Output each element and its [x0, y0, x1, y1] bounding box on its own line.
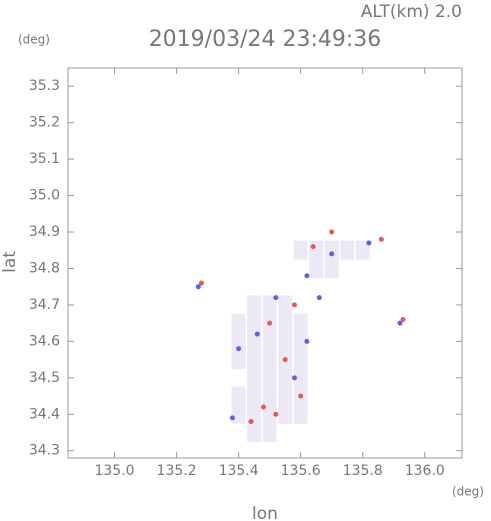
plot-frame [67, 67, 463, 459]
radar-cell [278, 331, 293, 351]
radar-cell [355, 240, 370, 260]
radar-point [366, 240, 372, 246]
radar-point [229, 415, 235, 421]
radar-point [329, 229, 335, 235]
radar-point [282, 357, 288, 363]
x-tick-label: 135.6 [281, 463, 321, 479]
radar-cell [262, 295, 277, 315]
radar-cell [262, 368, 277, 388]
x-tick-label: 135.2 [157, 463, 197, 479]
y-tick-label: 34.9 [29, 224, 60, 240]
y-tick-label: 34.7 [29, 297, 60, 313]
radar-point [198, 280, 204, 286]
radar-point [291, 375, 297, 381]
x-axis-label: lon [252, 504, 278, 521]
radar-cell [278, 295, 293, 315]
radar-cell [247, 404, 262, 424]
radar-point [267, 320, 273, 326]
y-tick-label: 34.4 [29, 406, 60, 422]
radar-cell [231, 404, 246, 424]
radar-point [248, 419, 254, 425]
radar-cell [262, 422, 277, 442]
radar-cell [231, 313, 246, 333]
y-tick-label: 35.2 [29, 115, 60, 131]
radar-point [254, 331, 260, 337]
x-tick-label: 135.0 [94, 463, 134, 479]
radar-cell [293, 404, 308, 424]
radar-point [260, 404, 266, 410]
radar-cell [247, 295, 262, 315]
radar-cell [340, 240, 355, 260]
radar-cell [278, 386, 293, 406]
radar-cell [293, 331, 308, 351]
radar-point [397, 320, 403, 326]
y-tick-label: 35.3 [29, 78, 60, 94]
radar-cell [278, 368, 293, 388]
radar-cell [262, 404, 277, 424]
radar-cell [231, 331, 246, 351]
x-tick-label: 136.0 [405, 463, 445, 479]
radar-cell [231, 386, 246, 406]
x-tick-label: 135.8 [343, 463, 383, 479]
radar-cell [309, 240, 324, 260]
radar-point [291, 302, 297, 308]
radar-cell [247, 313, 262, 333]
radar-cell [262, 350, 277, 370]
chart-title: 2019/03/24 23:49:36 [149, 27, 382, 52]
radar-point [273, 295, 279, 301]
radar-cell [293, 240, 308, 260]
radar-cell [262, 331, 277, 351]
y-axis-label: lat [0, 251, 20, 273]
radar-point [304, 338, 310, 344]
y-tick-label: 34.6 [29, 333, 60, 349]
radar-point [378, 236, 384, 242]
radar-cell [247, 350, 262, 370]
radar-cell [262, 386, 277, 406]
y-tick-label: 35.1 [29, 151, 60, 167]
radar-point [195, 284, 201, 290]
radar-cell [278, 313, 293, 333]
y-tick-label: 34.3 [29, 443, 60, 459]
radar-point [329, 251, 335, 257]
x-unit: (deg) [452, 485, 484, 499]
radar-cell [324, 240, 339, 260]
radar-point [273, 411, 279, 417]
y-tick-label: 35.0 [29, 188, 60, 204]
radar-point [236, 346, 242, 352]
radar-cell [247, 422, 262, 442]
radar-cell [278, 404, 293, 424]
x-tick-label: 135.4 [219, 463, 259, 479]
radar-cell [293, 350, 308, 370]
radar-cell [293, 368, 308, 388]
radar-cell [247, 331, 262, 351]
y-unit: (deg) [18, 33, 50, 47]
y-tick-label: 34.8 [29, 260, 60, 276]
radar-point [310, 244, 316, 250]
y-tick-label: 34.5 [29, 370, 60, 386]
radar-cell [293, 313, 308, 333]
radar-point [400, 316, 406, 322]
radar-cell [247, 368, 262, 388]
radar-cell [231, 350, 246, 370]
radar-cell [309, 258, 324, 278]
radar-point [298, 393, 304, 399]
radar-point [304, 273, 310, 279]
chart-subtitle: ALT(km) 2.0 [361, 2, 462, 22]
radar-cell [324, 258, 339, 278]
radar-cell [247, 386, 262, 406]
radar-point [316, 295, 322, 301]
